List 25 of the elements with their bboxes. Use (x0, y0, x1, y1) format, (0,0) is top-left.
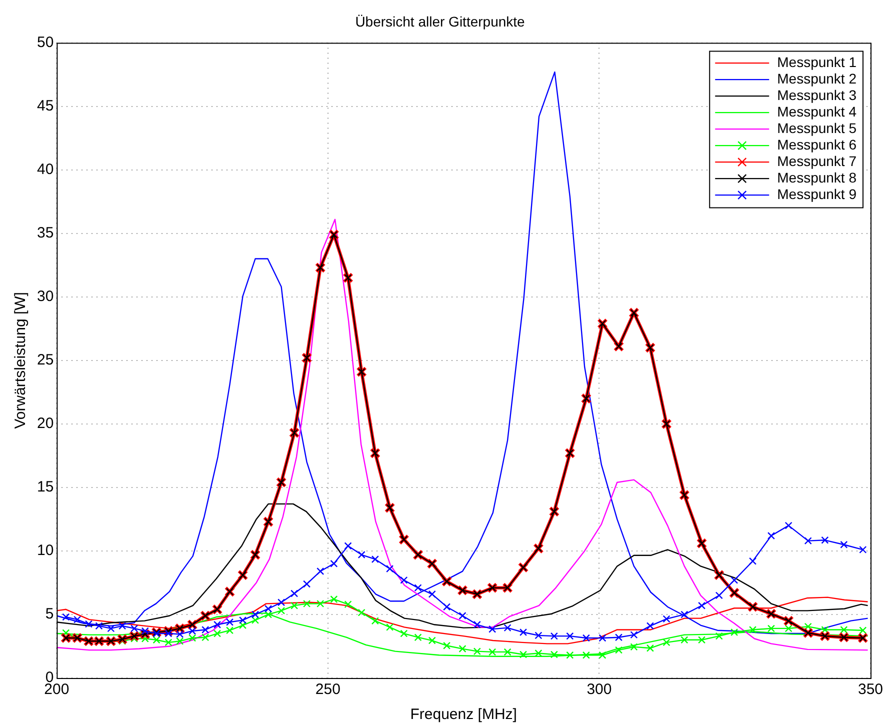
legend-label: Messpunkt 4 (777, 103, 857, 120)
legend-label: Messpunkt 6 (777, 136, 857, 152)
legend-label: Messpunkt 7 (777, 152, 857, 169)
x-tick-label: 300 (586, 681, 612, 698)
y-axis-title: Vorwärtsleistung [W] (12, 292, 30, 429)
y-tick-label: 50 (36, 34, 54, 51)
x-tick-label: 250 (315, 681, 340, 698)
y-tick-label: 40 (36, 160, 54, 178)
legend-label: Messpunkt 3 (777, 86, 857, 103)
y-tick-label: 15 (36, 478, 54, 496)
legend-label: Messpunkt 9 (777, 186, 857, 202)
y-tick-label: 35 (36, 224, 54, 242)
legend-label: Messpunkt 1 (777, 54, 857, 70)
legend-label: Messpunkt 5 (777, 120, 857, 136)
legend-label: Messpunkt 8 (777, 169, 857, 186)
legend-label: Messpunkt 2 (777, 70, 857, 86)
y-tick-label: 20 (36, 415, 54, 432)
y-tick-label: 5 (45, 606, 54, 623)
x-axis-title: Frequenz [MHz] (410, 706, 517, 724)
y-tick-label: 25 (36, 352, 54, 369)
chart-title: Übersicht aller Gitterpunkte (355, 13, 526, 30)
y-tick-label: 10 (36, 542, 54, 560)
x-tick-label: 350 (858, 681, 883, 698)
y-tick-label: 45 (36, 97, 54, 114)
y-tick-label: 30 (36, 288, 54, 306)
